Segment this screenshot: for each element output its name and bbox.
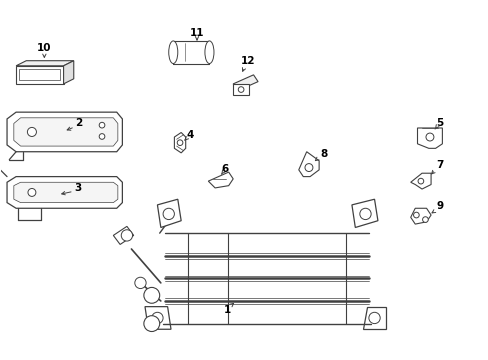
Text: 9: 9 xyxy=(436,201,443,211)
Text: 6: 6 xyxy=(221,164,228,174)
Text: 4: 4 xyxy=(186,130,194,140)
Polygon shape xyxy=(233,75,258,91)
Polygon shape xyxy=(145,307,171,329)
Polygon shape xyxy=(174,132,185,153)
Circle shape xyxy=(27,127,37,136)
Text: 7: 7 xyxy=(435,160,443,170)
Polygon shape xyxy=(63,61,74,84)
Polygon shape xyxy=(7,112,122,152)
Polygon shape xyxy=(113,226,133,244)
Circle shape xyxy=(151,312,163,324)
Polygon shape xyxy=(7,177,122,208)
Polygon shape xyxy=(233,84,248,95)
Circle shape xyxy=(417,178,423,184)
Ellipse shape xyxy=(204,41,214,63)
Polygon shape xyxy=(410,208,430,224)
Bar xyxy=(20,69,60,81)
Polygon shape xyxy=(363,307,385,329)
Text: 1: 1 xyxy=(224,305,231,315)
Polygon shape xyxy=(157,199,181,228)
Polygon shape xyxy=(351,199,377,228)
Circle shape xyxy=(135,277,146,289)
Circle shape xyxy=(359,208,370,220)
Circle shape xyxy=(238,87,244,93)
Circle shape xyxy=(99,134,104,139)
Text: 10: 10 xyxy=(37,43,52,53)
Polygon shape xyxy=(298,152,319,177)
Polygon shape xyxy=(173,41,209,63)
Ellipse shape xyxy=(168,41,178,63)
Polygon shape xyxy=(417,128,442,148)
Circle shape xyxy=(143,287,160,303)
Polygon shape xyxy=(16,66,63,84)
Polygon shape xyxy=(14,182,118,203)
Text: 8: 8 xyxy=(319,149,326,159)
Circle shape xyxy=(425,133,433,141)
Circle shape xyxy=(413,212,418,218)
Circle shape xyxy=(305,163,312,171)
Circle shape xyxy=(99,122,104,128)
Text: 2: 2 xyxy=(75,118,81,129)
Circle shape xyxy=(422,217,427,222)
Polygon shape xyxy=(14,118,118,146)
Circle shape xyxy=(163,208,174,220)
Circle shape xyxy=(121,230,132,241)
Circle shape xyxy=(177,140,183,145)
Text: 5: 5 xyxy=(436,118,443,129)
Polygon shape xyxy=(208,172,233,188)
Circle shape xyxy=(143,316,160,332)
Polygon shape xyxy=(410,173,430,189)
Circle shape xyxy=(28,189,36,197)
Text: 11: 11 xyxy=(189,28,204,38)
Polygon shape xyxy=(16,61,74,66)
Text: 3: 3 xyxy=(75,183,81,193)
Circle shape xyxy=(368,312,379,324)
Text: 12: 12 xyxy=(240,56,255,66)
